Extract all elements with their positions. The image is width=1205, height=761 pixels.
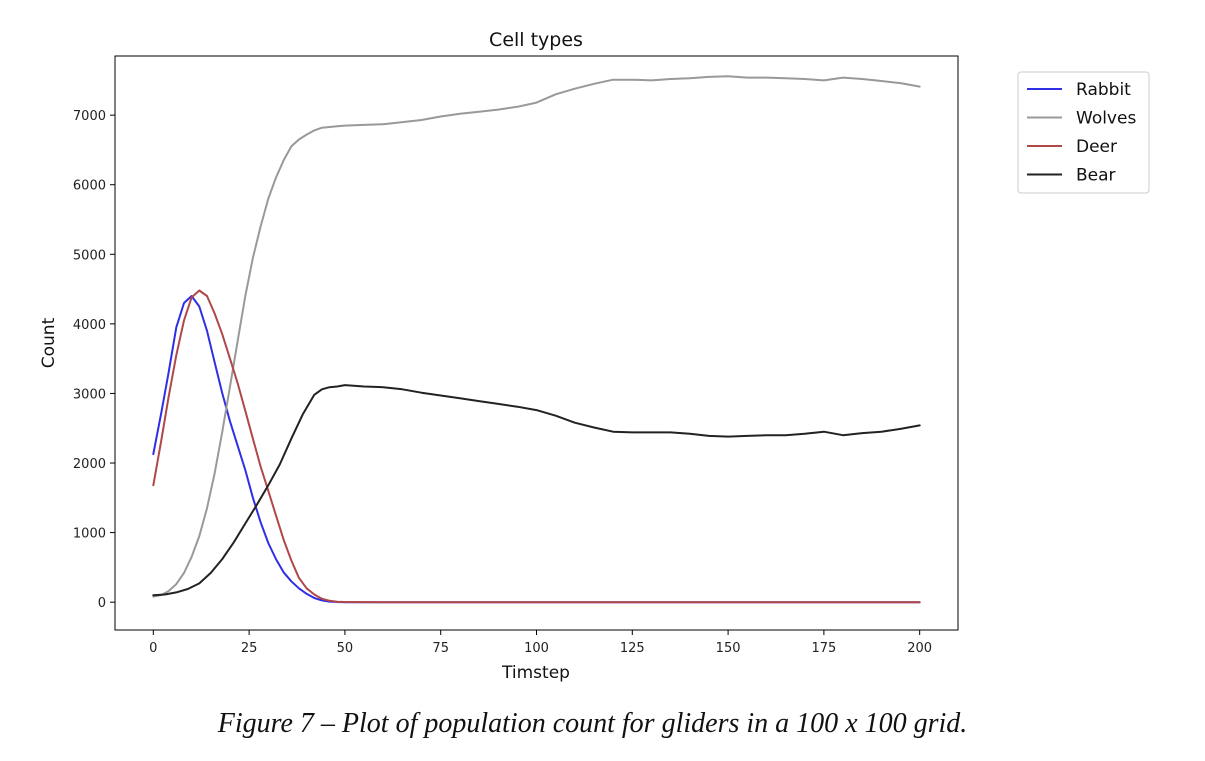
y-tick-label: 5000 [73, 248, 106, 263]
y-tick-label: 7000 [73, 109, 106, 124]
series-line-bear [152, 384, 921, 597]
y-tick-label: 0 [98, 596, 106, 611]
x-tick-label: 25 [241, 641, 258, 656]
x-tick-label: 175 [811, 641, 836, 656]
legend: Rabbit Wolves Deer Bear [1017, 71, 1150, 194]
legend-label-deer: Deer [1076, 137, 1117, 157]
legend-label-wolves: Wolves [1076, 109, 1136, 129]
x-tick-label: 75 [432, 641, 449, 656]
x-tick-label: 50 [337, 641, 354, 656]
series-line-deer [152, 289, 921, 604]
series-lines [152, 75, 921, 604]
y-tick-label: 6000 [73, 179, 106, 194]
x-tick-label: 150 [716, 641, 741, 656]
y-tick-label: 4000 [73, 318, 106, 333]
x-axis-ticks: 0 25 50 75 100 125 150 175 200 [149, 630, 932, 656]
y-tick-label: 1000 [73, 527, 106, 542]
line-chart: Cell types 0 25 50 75 100 125 150 175 200 0 1000 2… [39, 29, 1150, 683]
plot-area-frame [114, 55, 959, 631]
x-tick-label: 0 [149, 641, 157, 656]
chart-title: Cell types [489, 29, 583, 51]
y-axis-label: Count [39, 317, 59, 368]
x-tick-label: 100 [524, 641, 549, 656]
figure-caption: Figure 7 – Plot of population count for … [217, 708, 968, 739]
y-axis-ticks: 0 1000 2000 3000 4000 5000 6000 7000 [73, 109, 115, 611]
legend-label-bear: Bear [1076, 166, 1116, 186]
x-tick-label: 125 [620, 641, 645, 656]
y-tick-label: 3000 [73, 387, 106, 402]
legend-frame [1017, 71, 1150, 194]
x-axis-label: Timstep [501, 663, 570, 683]
series-line-wolves [152, 75, 921, 598]
legend-label-rabbit: Rabbit [1076, 80, 1131, 100]
y-tick-label: 2000 [73, 457, 106, 472]
x-tick-label: 200 [907, 641, 932, 656]
